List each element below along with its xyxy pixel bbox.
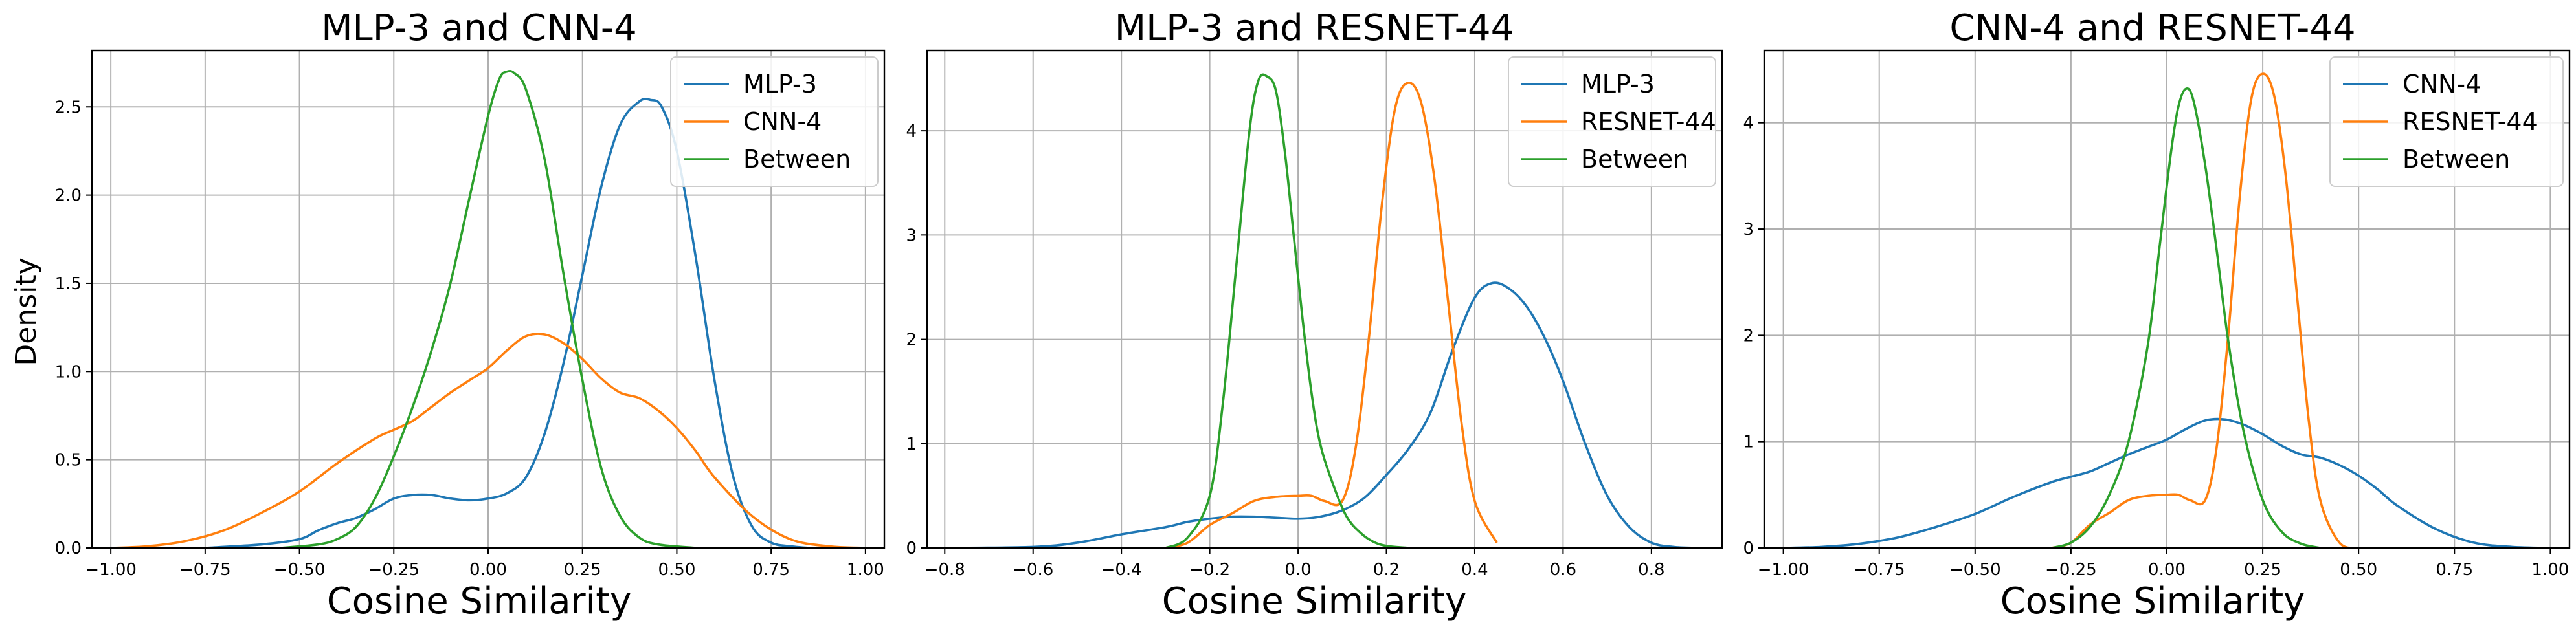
x-tick-label: 0.25 <box>2244 560 2281 580</box>
x-tick-label: −0.4 <box>1101 560 1142 580</box>
x-tick-label: 0.75 <box>2436 560 2473 580</box>
y-tick-label: 1 <box>1743 433 1754 452</box>
chart-title: MLP-3 and CNN-4 <box>321 7 637 49</box>
x-axis-label: Cosine Similarity <box>2000 580 2305 622</box>
y-tick-label: 1.0 <box>55 362 82 382</box>
x-axis-label: Cosine Similarity <box>1162 580 1467 622</box>
legend-label-cnn-4: CNN-4 <box>2402 70 2481 98</box>
legend-box <box>2329 56 2564 187</box>
legend-label-mlp-3: MLP-3 <box>743 70 817 98</box>
y-tick-label: 4 <box>906 122 917 141</box>
x-tick-label: 0.50 <box>658 560 695 580</box>
x-tick-label: −0.2 <box>1189 560 1230 580</box>
series-line-cnn-4 <box>1783 417 2551 548</box>
series-line-mlp-3 <box>205 98 809 548</box>
x-tick-label: 0.4 <box>1461 560 1488 580</box>
x-tick-label: 0.00 <box>2148 560 2186 580</box>
legend-label-resnet-44: RESNET-44 <box>1581 107 1716 136</box>
x-tick-label: 0.00 <box>469 560 507 580</box>
density-curves <box>945 73 1696 548</box>
y-axis-ticks: 0 1 2 3 4 <box>906 122 927 558</box>
y-tick-label: 1 <box>906 435 917 454</box>
series-line-cnn-4 <box>111 333 866 548</box>
x-tick-label: −0.25 <box>368 560 420 580</box>
y-tick-label: 2.5 <box>55 98 82 117</box>
y-tick-label: 2 <box>906 331 917 350</box>
series-line-resnet-44 <box>1165 82 1498 548</box>
series-line-resnet-44 <box>2051 72 2359 548</box>
legend-label-between: Between <box>1581 145 1688 173</box>
legend: MLP-3 RESNET-44 Between <box>1508 56 1716 187</box>
chart-panel-cnn4-resnet44: CNN-4 and RESNET-44 Cosine Similarity −1… <box>1743 7 2571 622</box>
y-tick-label: 4 <box>1743 114 1754 133</box>
x-tick-label: 0.2 <box>1373 560 1400 580</box>
legend-label-between: Between <box>2402 145 2510 173</box>
x-tick-label: 0.50 <box>2340 560 2377 580</box>
legend-label-resnet-44: RESNET-44 <box>2402 107 2538 136</box>
x-axis-ticks: −1.00 −0.75 −0.50 −0.25 0.00 0.25 0.50 0.75 1.00 <box>1758 548 2569 580</box>
series-line-mlp-3 <box>945 281 1696 548</box>
x-tick-label: 0.25 <box>564 560 601 580</box>
y-tick-label: 0 <box>906 539 917 558</box>
x-tick-label: −0.25 <box>2045 560 2097 580</box>
x-tick-label: −0.75 <box>1854 560 1905 580</box>
y-tick-label: 1.5 <box>55 274 82 294</box>
legend-label-between: Between <box>743 145 851 173</box>
x-axis-label: Cosine Similarity <box>327 580 632 622</box>
x-axis-ticks: −1.00 −0.75 −0.50 −0.25 0.00 0.25 0.50 0.75 1.00 <box>85 548 884 580</box>
y-tick-label: 3 <box>1743 220 1754 239</box>
chart-title: CNN-4 and RESNET-44 <box>1949 7 2355 49</box>
legend-box <box>1508 56 1716 187</box>
series-line-between <box>280 69 696 548</box>
y-tick-label: 3 <box>906 226 917 245</box>
series-line-between <box>1165 73 1409 548</box>
x-axis-ticks: −0.8 −0.6 −0.4 −0.2 0.0 0.2 0.4 0.6 0.8 <box>924 548 1665 580</box>
density-curves <box>1783 72 2551 548</box>
legend-label-cnn-4: CNN-4 <box>743 107 822 136</box>
x-tick-label: 1.00 <box>847 560 884 580</box>
x-tick-label: −0.75 <box>179 560 231 580</box>
chart-panel-mlp3-resnet44: MLP-3 and RESNET-44 Cosine Similarity −0… <box>906 7 1723 622</box>
x-tick-label: 0.75 <box>752 560 790 580</box>
x-tick-label: 0.8 <box>1638 560 1664 580</box>
y-tick-label: 0.5 <box>55 451 82 470</box>
y-tick-label: 2.0 <box>55 186 82 206</box>
x-tick-label: 0.6 <box>1550 560 1576 580</box>
legend: CNN-4 RESNET-44 Between <box>2329 56 2564 187</box>
legend: MLP-3 CNN-4 Between <box>670 56 879 187</box>
x-tick-label: −0.50 <box>1949 560 2001 580</box>
density-curves <box>111 69 866 548</box>
x-tick-label: 1.00 <box>2531 560 2569 580</box>
x-tick-label: −0.6 <box>1013 560 1053 580</box>
x-tick-label: −1.00 <box>1758 560 1809 580</box>
y-axis-ticks: 0.0 0.5 1.0 1.5 2.0 2.5 <box>55 98 92 558</box>
chart-title: MLP-3 and RESNET-44 <box>1115 7 1514 49</box>
y-tick-label: 0.0 <box>55 539 82 558</box>
plot-area-frame <box>926 49 1723 549</box>
series-line-between <box>2051 87 2321 548</box>
y-axis-label: Density <box>10 257 43 366</box>
x-tick-label: 0.0 <box>1284 560 1311 580</box>
x-tick-label: −0.8 <box>924 560 965 580</box>
legend-box <box>670 56 879 187</box>
x-tick-label: −0.50 <box>274 560 326 580</box>
y-tick-label: 2 <box>1743 326 1754 345</box>
legend-label-mlp-3: MLP-3 <box>1581 70 1655 98</box>
y-tick-label: 0 <box>1743 539 1754 558</box>
y-axis-ticks: 0 1 2 3 4 <box>1743 114 1764 558</box>
x-tick-label: −1.00 <box>85 560 137 580</box>
chart-panel-mlp3-cnn4: MLP-3 and CNN-4 Density Cosine Similarit… <box>10 7 886 622</box>
